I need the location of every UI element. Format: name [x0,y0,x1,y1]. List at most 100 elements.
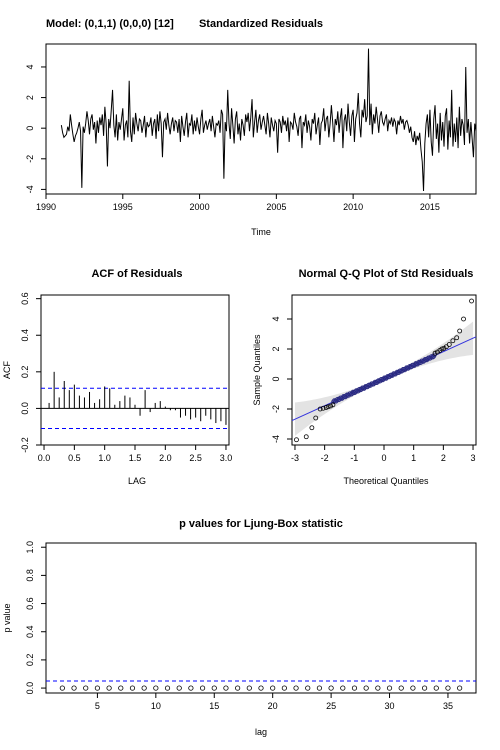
ljung-marks [46,680,476,691]
qq-point [334,397,340,403]
ljung-point [363,685,369,691]
ljung-xtick-label: 35 [443,701,453,711]
ljung-point [164,685,171,691]
ljung-point [129,685,136,691]
qq-ytick-label: 0 [271,376,281,381]
ljung-point [71,685,77,691]
qq-point [294,437,299,443]
qq-xtick-label: 1 [411,453,416,463]
qq-point [309,425,315,431]
acf-title: ACF of Residuals [91,268,182,280]
ljung-point [410,685,416,691]
qq-ytick-label: -4 [271,435,281,443]
qq-point [353,389,358,394]
qq-point [323,405,329,410]
qq-point [416,360,421,366]
ljung-ytick-label: 1.0 [25,541,35,554]
ljung-point [211,685,217,691]
acf-ytick-label: 0.4 [20,329,30,342]
residuals-xtick-label: 2010 [343,202,363,212]
acf-ytick-label: 0.6 [20,292,30,305]
ljung-xtick-label: 20 [268,701,278,711]
qq-point [325,404,331,410]
ljung-point [223,685,229,691]
qq-xtick-label: -2 [321,453,329,463]
ljung-point [445,685,451,691]
qq-point [330,402,336,408]
qq-ytick-label: 4 [271,316,281,321]
qq-marks [291,298,477,443]
ljung-point [258,685,264,691]
residuals-line [60,48,477,191]
residuals-xtick-label: 2015 [420,202,440,212]
ljung-axes: 5 10 15 20 25 30 35 0.0 0.2 0.4 0.6 0.8 1.0 [25,541,453,711]
acf-xtick-label: 2.0 [159,453,172,463]
ljung-xlabel: lag [255,727,267,737]
ljung-ytick-label: 0.8 [25,569,35,582]
acf-xtick-label: 2.5 [189,453,202,463]
acf-panel: ACF of Residuals 0.0 0.5 1.0 1.5 2.0 2.5 3.0 -0… [2,268,232,486]
ljung-point [246,685,252,691]
residuals-ytick-label: 4 [25,64,35,69]
ljung-point [340,685,346,691]
qq-point [469,298,474,304]
qq-point [384,374,390,380]
ljung-point [421,685,428,691]
residuals-ytick-label: -4 [25,185,35,193]
qq-xlabel: Theoretical Quantiles [343,476,429,486]
qq-point [432,350,438,356]
qq-xtick-label: 0 [381,453,386,463]
residuals-xtick-label: 2005 [266,202,286,212]
residuals-panel: Model: (0,1,1) (0,0,0) [12] Standardized… [25,18,477,237]
qq-ytick-label: 2 [271,346,281,351]
ljung-xtick-label: 5 [95,701,100,711]
acf-frame [40,294,230,446]
acf-xtick-label: 1.5 [129,453,142,463]
qq-xtick-label: 3 [471,453,476,463]
acf-ylabel: ACF [2,360,12,379]
ljung-point [106,685,112,691]
ljung-point [457,685,463,691]
ljung-point [386,685,393,691]
acf-xtick-label: 3.0 [220,453,233,463]
qq-xtick-label: 2 [441,453,446,463]
qq-panel: Normal Q-Q Plot of Std Residuals -3 -2 -1 0… [252,268,477,486]
ljung-point [59,685,65,691]
ljung-ytick-label: 0.2 [25,654,35,667]
ljung-xtick-label: 25 [326,701,336,711]
residuals-xtick-label: 1995 [113,202,133,212]
qq-point [313,415,319,421]
ljung-panel: p values for Ljung-Box statistic 5 10 15 20… [2,518,477,737]
qq-point [450,338,456,344]
qq-xtick-label: -1 [350,453,358,463]
qq-point [435,349,440,355]
qq-xtick-label: -3 [291,453,299,463]
qq-point [328,403,333,409]
ljung-xtick-label: 10 [151,701,161,711]
qq-title: Normal Q-Q Plot of Std Residuals [299,268,474,280]
qq-axes: -3 -2 -1 0 1 2 3 -4 -2 0 2 4 [271,316,476,463]
residuals-ytick-label: -2 [25,155,35,163]
ljung-point [305,685,311,691]
qq-ylabel: Sample Quantiles [252,334,262,406]
model-label: Model: (0,1,1) (0,0,0) [12] [46,18,174,30]
residuals-frame [45,43,477,195]
qq-ytick-label: -2 [271,405,281,413]
residuals-xtick-label: 1990 [36,202,56,212]
qq-point [443,344,449,350]
ljung-point [176,685,182,691]
qq-point [343,393,349,398]
ljung-point [398,685,404,691]
acf-xtick-label: 0.5 [68,453,81,463]
ljung-point [351,685,358,691]
qq-point [446,342,452,347]
residuals-xtick-label: 2000 [190,202,210,212]
residuals-xlabel: Time [251,227,271,237]
ljung-point [153,685,159,691]
ljung-ytick-label: 0.4 [25,625,35,638]
ljung-point [118,685,124,691]
ljung-point [188,685,194,691]
residuals-ytick-label: 0 [25,126,35,131]
ljung-point [94,685,101,691]
